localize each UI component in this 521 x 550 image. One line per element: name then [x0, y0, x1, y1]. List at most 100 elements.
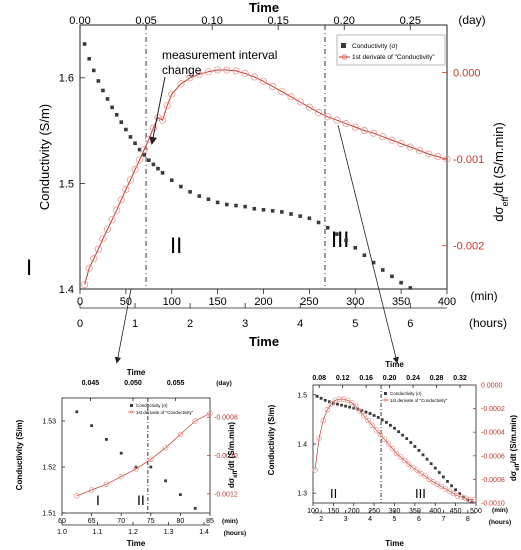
y-left-tick-label: 1.4 [59, 284, 74, 296]
conductivity-point [344, 404, 347, 408]
hours-tick-label: 7 [441, 516, 445, 523]
x-tick-label: 50 [120, 296, 132, 308]
y-right-tick-label: -0.0004 [481, 430, 505, 437]
derivative-point [379, 133, 387, 141]
conductivity-point [362, 253, 367, 258]
y-left-tick-label: 1.51 [42, 510, 56, 517]
conductivity-point [425, 457, 429, 461]
conductivity-point [91, 68, 96, 73]
conductivity-point [376, 416, 380, 419]
derivative-point [333, 116, 341, 124]
derivative-point [471, 496, 477, 503]
day-tick-label: 0.10 [201, 15, 222, 27]
derivative-point [430, 479, 436, 485]
derivative-point [348, 399, 355, 406]
y-right-tick-label: -0.0008 [481, 477, 505, 484]
legend-cond-label: Conductivity (σ) [352, 43, 398, 50]
zoom-arrow-left [114, 288, 132, 364]
main-top-axis-unit: (day) [458, 13, 485, 27]
conductivity-point [389, 423, 392, 427]
annotation-arrow [149, 76, 166, 145]
conductivity-point [188, 190, 192, 194]
derivative-point [74, 493, 80, 499]
derivative-point [113, 206, 121, 214]
conductivity-point [340, 403, 343, 407]
conductivity-point [289, 212, 293, 216]
conductivity-point [119, 451, 123, 455]
inset-left-frame [61, 397, 211, 514]
conductivity-point [323, 398, 327, 402]
x-tick-label: 400 [429, 508, 441, 515]
region-label: I [96, 492, 100, 508]
x-tick-label: 250 [368, 508, 380, 515]
y-right-tick-label: -0.0012 [214, 491, 238, 498]
hours-tick-label: 2 [319, 516, 323, 523]
conductivity-point [307, 216, 312, 221]
conductivity-point [446, 479, 449, 483]
derivative-point [168, 90, 176, 98]
legend-deriv-label: 1st derivate of "Conductivity" [352, 54, 435, 61]
hours-tick-label: 6 [417, 516, 421, 523]
conductivity-point [393, 426, 396, 430]
conductivity-point [90, 424, 93, 427]
hours-tick-label: 5 [393, 516, 397, 523]
x-tick-label: 100 [163, 296, 181, 308]
conductivity-point [82, 42, 87, 46]
conductivity-point [433, 466, 437, 470]
derivative-point [377, 431, 383, 438]
derivative-point [177, 80, 185, 88]
conductivity-point [142, 153, 147, 157]
ir-legend-cond-marker [384, 392, 387, 395]
x-tick-label: 450 [450, 508, 462, 515]
hours-tick-label: 3 [344, 516, 348, 523]
derivative-point [463, 495, 469, 502]
derivative-point [406, 461, 412, 467]
main-top-axis-title: Time [249, 0, 279, 15]
main-bottom-min-unit: (min) [470, 289, 497, 303]
derivative-point [442, 486, 449, 492]
derivative-point [159, 116, 167, 124]
derivative-point [365, 417, 371, 424]
main-right-axis-title: dσeff/dt (S/m.min) [491, 122, 510, 222]
conductivity-point [442, 475, 445, 479]
derivative-point [434, 481, 441, 487]
hours-tick-label: 1.0 [57, 529, 67, 536]
hours-tick-label: 4 [297, 318, 303, 330]
derivative-point [99, 235, 107, 243]
derivative-point [162, 445, 169, 451]
derivative-point [81, 281, 89, 289]
derivative-point [393, 450, 400, 457]
day-tick-label: 0.045 [82, 380, 100, 387]
derivative-point [103, 225, 112, 233]
conductivity-point [261, 208, 266, 212]
derivative-point [131, 166, 139, 174]
hours-tick-label: 1.2 [128, 529, 138, 536]
conductivity-point [380, 418, 384, 422]
derivative-point [401, 457, 408, 464]
y-left-tick-label: 1.52 [42, 464, 56, 471]
day-tick-label: 0.05 [135, 15, 156, 27]
derivative-line [84, 69, 448, 285]
day-tick-label: 0.20 [383, 375, 397, 382]
derivative-point [434, 153, 442, 161]
conductivity-point [344, 238, 348, 243]
derivative-point [278, 88, 286, 96]
derivative-point [177, 431, 184, 438]
legend-box [336, 34, 446, 66]
derivative-point [148, 456, 154, 463]
conductivity-point [401, 433, 405, 437]
conductivity-point [352, 406, 356, 410]
derivative-point [269, 82, 277, 91]
inset-left-y2-title: dσeff/dt (S/m.min) [227, 422, 239, 488]
derivative-point [446, 488, 453, 494]
day-tick-label: 0.32 [453, 375, 467, 382]
derivative-point [328, 401, 335, 407]
conductivity-point [397, 430, 400, 434]
derivative-point [336, 396, 343, 402]
derivative-point [195, 70, 203, 78]
inset-min-unit: (min) [222, 518, 238, 525]
derivative-point [443, 155, 451, 163]
conductivity-point [128, 135, 133, 139]
conductivity-point [316, 220, 321, 225]
